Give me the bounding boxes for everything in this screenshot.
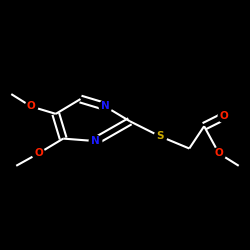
Text: O: O — [34, 148, 43, 158]
Text: N: N — [91, 136, 100, 146]
Text: O: O — [27, 102, 36, 112]
Text: N: N — [101, 102, 110, 112]
Text: O: O — [220, 111, 228, 121]
Text: O: O — [214, 148, 223, 158]
Text: S: S — [156, 131, 163, 141]
